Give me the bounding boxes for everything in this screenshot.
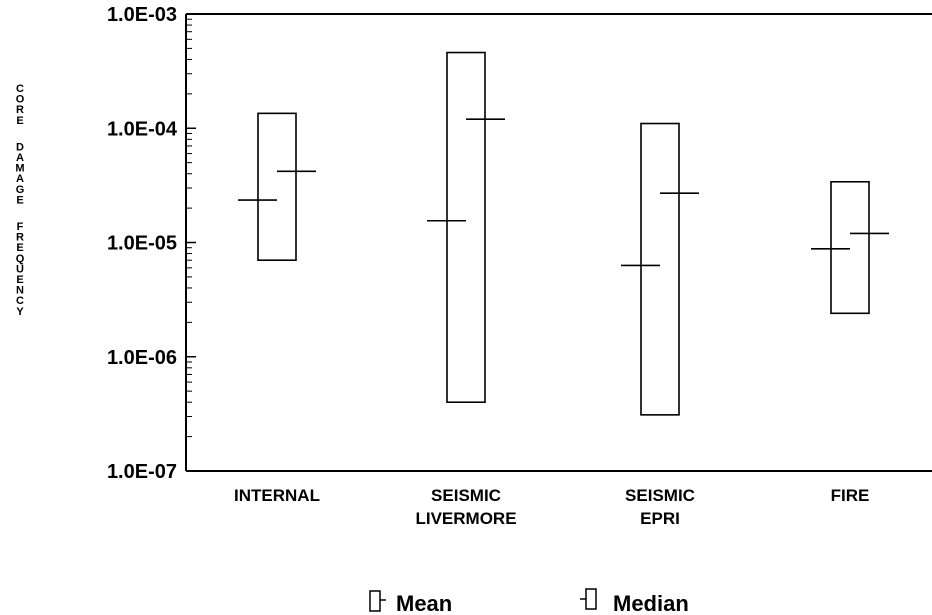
range-box xyxy=(830,180,870,315)
y-axis-label-char: A xyxy=(16,152,24,164)
range-box xyxy=(257,112,297,261)
legend-median-label: Median xyxy=(613,591,689,615)
y-axis-label-char: E xyxy=(16,115,23,127)
y-tick-label: 1.0E-04 xyxy=(107,118,178,140)
x-category-label: SEISMIC xyxy=(625,486,695,505)
y-axis-label-char: Y xyxy=(16,306,24,318)
x-category-label: EPRI xyxy=(640,509,680,528)
y-axis-label-char: F xyxy=(17,221,24,233)
x-category-label: SEISMIC xyxy=(431,486,501,505)
y-axis-label-char: A xyxy=(16,173,24,185)
y-tick-label: 1.0E-05 xyxy=(107,233,177,255)
y-axis-label-char: E xyxy=(16,194,23,206)
x-category-label: INTERNAL xyxy=(234,486,320,505)
y-axis-label-char: R xyxy=(16,232,24,244)
y-axis-label-char: D xyxy=(16,141,24,153)
plot-area xyxy=(238,51,889,416)
legend-median-icon xyxy=(580,588,597,610)
legend-mean-label: Mean xyxy=(396,591,452,615)
y-axis-label-char: R xyxy=(16,104,24,116)
y-axis-label-char: U xyxy=(16,263,24,275)
category-group xyxy=(238,112,316,261)
y-axis: 1.0E-03 1.0E-04 1.0E-05 1.0E-06 1.0E-07 xyxy=(107,4,196,483)
legend-mean-icon xyxy=(369,590,386,612)
y-axis-label-char: M xyxy=(15,163,24,175)
x-axis: INTERNAL SEISMIC LIVERMORE SEISMIC EPRI FIRE xyxy=(186,13,932,528)
legend: Mean Median xyxy=(369,588,689,615)
y-axis-label-char: N xyxy=(16,285,24,297)
y-axis-label-char: O xyxy=(16,94,25,106)
y-axis-label-char: Q xyxy=(16,253,25,265)
y-tick-label: 1.0E-07 xyxy=(107,461,177,483)
category-group xyxy=(811,180,889,315)
category-group xyxy=(621,122,699,416)
range-box xyxy=(446,51,486,404)
x-category-label: LIVERMORE xyxy=(415,509,516,528)
range-box xyxy=(640,122,680,416)
category-group xyxy=(427,51,505,404)
y-axis-label-char: G xyxy=(16,184,25,196)
y-axis-label-char: C xyxy=(16,295,24,307)
y-axis-label-char: C xyxy=(16,83,24,95)
y-axis-label-char: E xyxy=(16,242,23,254)
y-tick-label: 1.0E-03 xyxy=(107,4,177,26)
y-axis-label-char: E xyxy=(16,274,23,286)
y-tick-label: 1.0E-06 xyxy=(107,347,177,369)
x-category-label: FIRE xyxy=(831,486,870,505)
